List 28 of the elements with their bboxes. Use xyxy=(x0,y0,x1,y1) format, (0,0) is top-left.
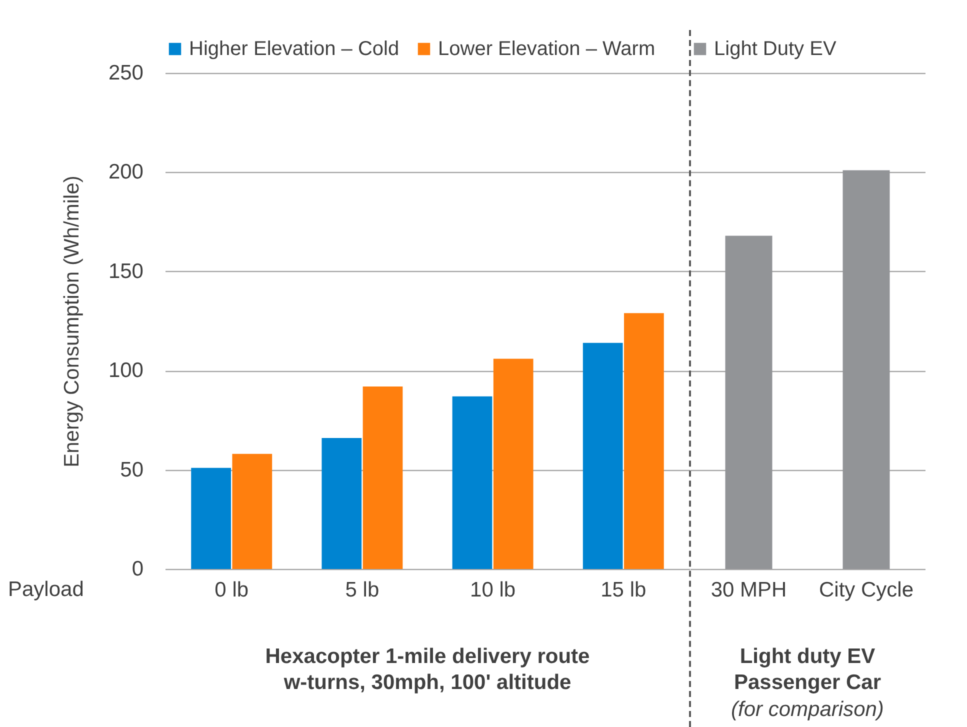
bar xyxy=(362,386,403,569)
text: Payload xyxy=(8,578,84,602)
bar xyxy=(322,438,362,569)
bar xyxy=(191,468,231,569)
y-tick-label: 50 xyxy=(120,458,144,482)
y-tick-label: 0 xyxy=(132,558,144,580)
x-tick-label: 30 MPH xyxy=(710,578,787,602)
legend-label: Light Duty EV xyxy=(714,38,837,60)
text: (for comparison) xyxy=(730,698,885,722)
x-tick-label: 10 lb xyxy=(470,578,516,602)
y-tick-label: 100 xyxy=(108,359,144,382)
y-tick-label: 250 xyxy=(108,62,144,84)
x-axis-title: Hexacopter 1-mile delivery route w-turns, 30mph, 100' altitude xyxy=(265,645,590,694)
x-tick-label: 0 lb xyxy=(214,578,249,602)
x-axis-title: Light duty EV Passenger Car xyxy=(734,645,882,694)
x-tick-label: 15 lb xyxy=(600,578,646,602)
bar xyxy=(232,454,272,569)
x-tick-label: City Cycle xyxy=(818,578,914,602)
y-tick-label: 150 xyxy=(108,260,144,283)
bar xyxy=(452,396,492,569)
x-tick-label: 5 lb xyxy=(345,578,380,602)
y-axis-title: Energy Consumption (Wh/mile) xyxy=(60,176,84,468)
bar xyxy=(493,358,534,569)
bar xyxy=(624,313,664,569)
bar xyxy=(582,342,623,569)
legend-label: Higher Elevation – Cold xyxy=(189,38,400,60)
legend-label: Lower Elevation – Warm xyxy=(438,38,656,60)
y-tick-label: 200 xyxy=(108,160,144,184)
